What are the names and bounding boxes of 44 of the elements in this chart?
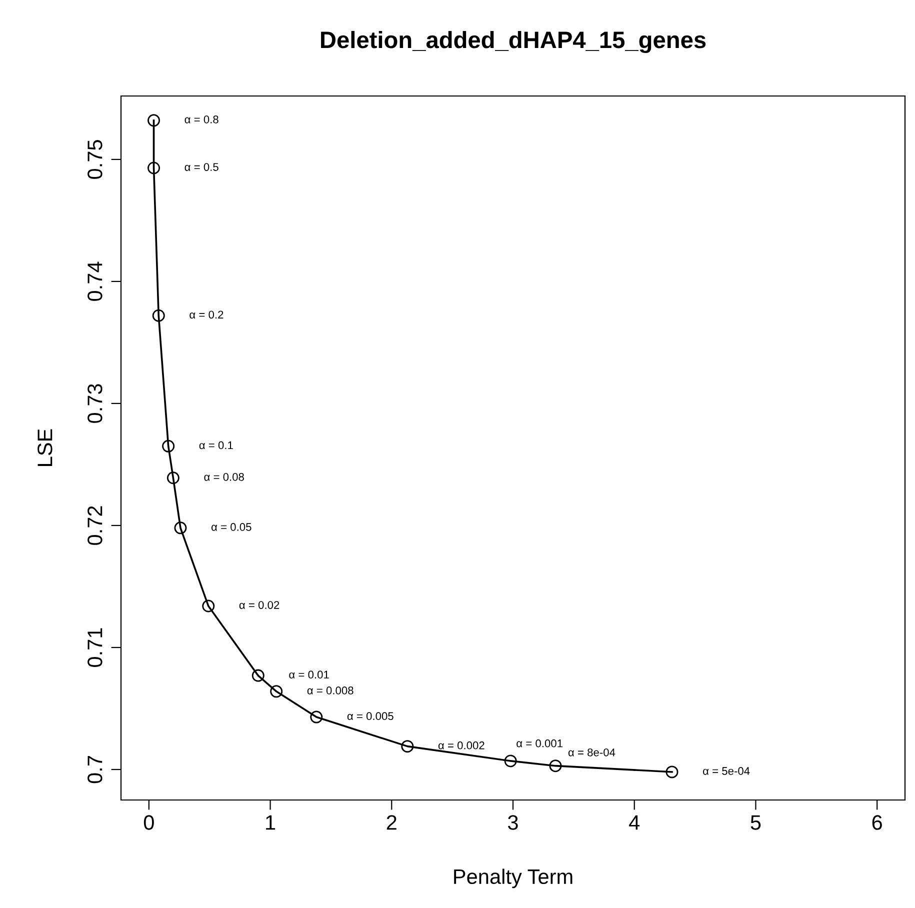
annotation: α = 0.005	[347, 712, 394, 720]
x-tick-label: 5	[750, 815, 761, 830]
point	[152, 309, 165, 322]
annotation: α = 0.2	[190, 310, 224, 319]
x-tick-label: 1	[266, 815, 276, 830]
y-tick-label: 0.74	[88, 262, 102, 301]
annotation: α = 0.05	[211, 523, 252, 531]
point	[270, 685, 283, 698]
x-tick-label: 2	[386, 815, 396, 830]
y-tick-label: 0.71	[88, 628, 102, 667]
annotation: α = 0.5	[184, 163, 218, 171]
point	[549, 760, 562, 772]
annotation: α = 5e-04	[703, 767, 750, 775]
point	[174, 522, 187, 534]
x-tick-label: 4	[629, 815, 640, 830]
y-axis-title: LSE	[38, 429, 52, 466]
point	[148, 162, 160, 174]
annotation: α = 0.02	[239, 601, 280, 609]
y-tick-label: 0.72	[88, 506, 102, 545]
annotation: α = 0.01	[289, 670, 329, 679]
point	[166, 472, 180, 484]
annotation: α = 0.8	[184, 116, 218, 124]
x-tick-label: 3	[508, 815, 518, 830]
point	[504, 754, 517, 768]
point	[666, 766, 678, 778]
point	[310, 710, 323, 724]
annotation: α = 0.1	[199, 441, 233, 450]
point	[148, 114, 160, 127]
x-tick-label: 0	[144, 815, 154, 830]
x-tick-label: 6	[872, 815, 882, 830]
point	[162, 440, 175, 452]
annotation: α = 8e-04	[568, 748, 616, 756]
point	[202, 600, 215, 612]
y-tick-label: 0.7	[88, 756, 102, 784]
annotation: α = 0.001	[516, 739, 562, 748]
point	[252, 669, 264, 682]
chart-title: Deletion_added_dHAP4_15_genes	[321, 30, 706, 54]
annotation: α = 0.008	[307, 686, 354, 694]
y-tick-label: 0.73	[88, 384, 102, 423]
annotation: α = 0.08	[204, 473, 244, 481]
point	[401, 740, 414, 753]
x-axis-title: Penalty Term	[454, 868, 572, 888]
annotation: α = 0.002	[438, 741, 484, 750]
y-tick-label: 0.75	[88, 140, 102, 179]
